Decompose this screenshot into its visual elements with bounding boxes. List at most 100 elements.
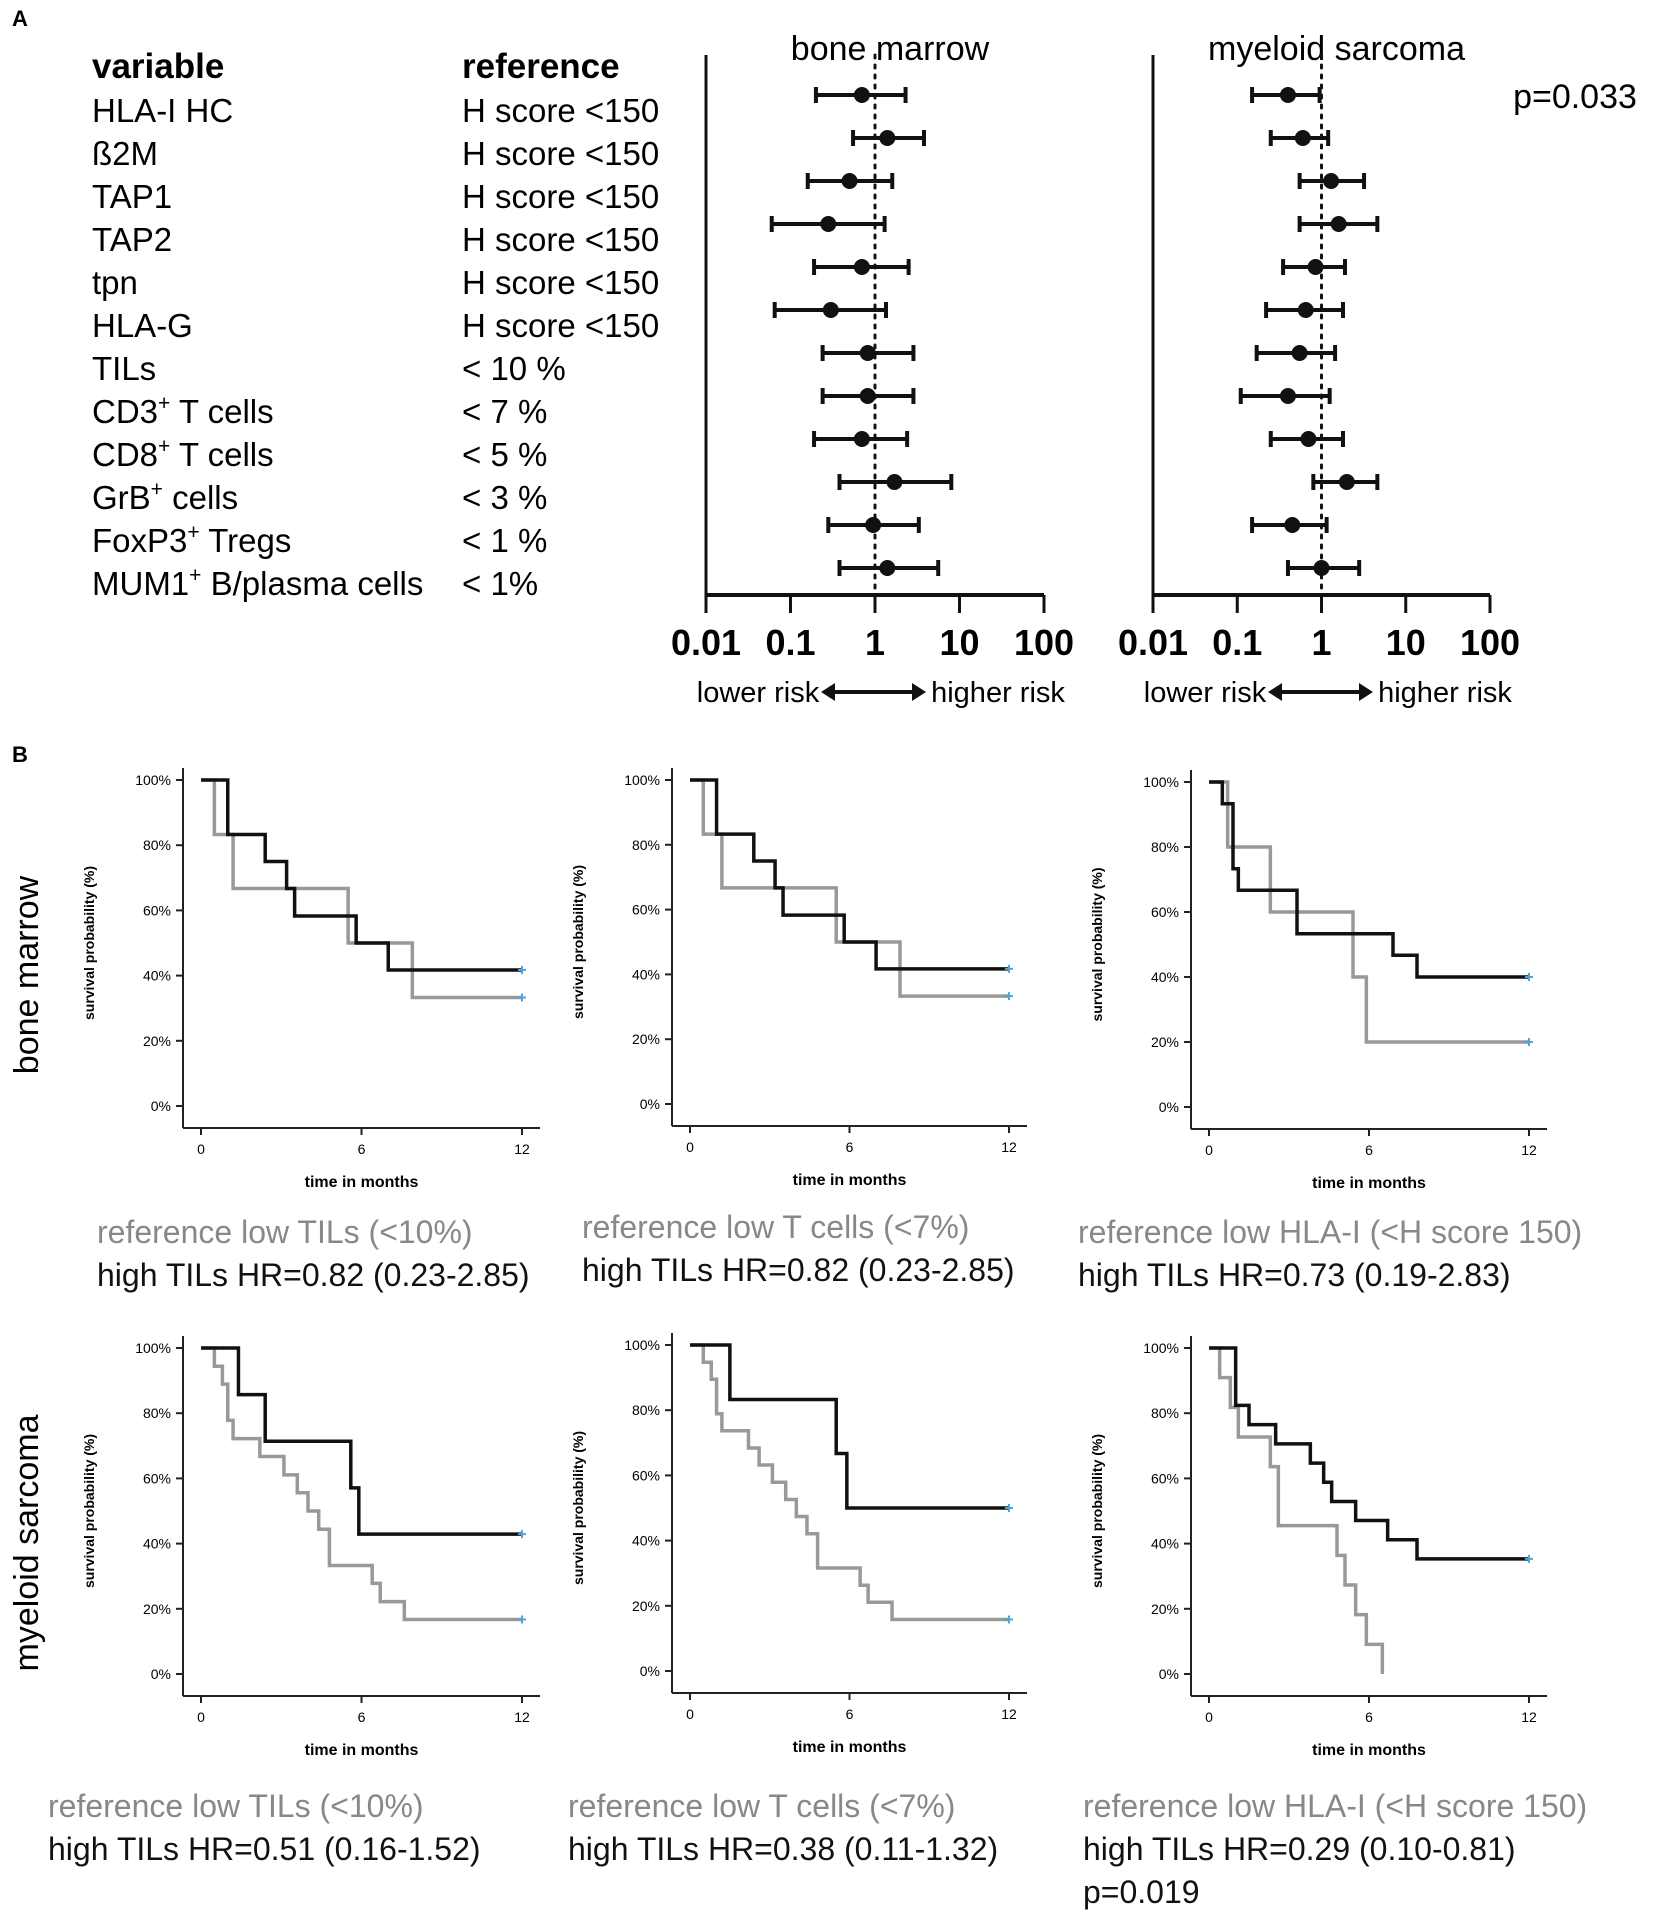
km-x-label: time in months [1312, 1742, 1426, 1759]
km-x-label: time in months [305, 1174, 419, 1191]
variable-name: GrB+ cells [92, 478, 238, 516]
km-curve-high [690, 778, 1009, 971]
km-reference-caption: reference low T cells (<7%) [568, 1788, 955, 1824]
forest-tick-label: 0.1 [765, 622, 815, 663]
km-y-tick-label: 80% [143, 1405, 171, 1421]
forest-hr-point [1323, 173, 1340, 189]
km-reference-caption: reference low HLA-I (<H score 150) [1083, 1788, 1587, 1824]
forest-hr-point [1338, 474, 1355, 490]
km-y-tick-label: 60% [1151, 1470, 1179, 1486]
forest-hr-point [822, 302, 839, 318]
km-y-tick-label: 40% [143, 1536, 171, 1552]
km-censor-mark [1525, 973, 1533, 981]
km-x-tick-label: 6 [1365, 1709, 1373, 1725]
forest-tick-label: 0.01 [1118, 622, 1188, 663]
variable-reference: H score <150 [462, 264, 659, 301]
km-y-tick-label: 80% [1151, 839, 1179, 855]
forest-plot-bone-marrow: bone marrow 0.01 0.1 1 10 100 lower risk higher… [671, 30, 1074, 709]
km-y-tick-label: 80% [632, 1402, 660, 1418]
forest-hr-point [1300, 431, 1317, 447]
km-x-tick-label: 0 [686, 1139, 694, 1155]
km-x-tick-label: 0 [1205, 1709, 1213, 1725]
variable-name: FoxP3+ Tregs [92, 521, 291, 559]
variable-reference: H score <150 [462, 221, 659, 258]
variable-reference: < 7 % [462, 393, 547, 430]
km-censor-mark [1005, 992, 1013, 1001]
forest-tick-label: 100 [1014, 622, 1074, 663]
variable-name-text: FoxP3 [92, 522, 187, 559]
variable-reference: < 1 % [462, 522, 547, 559]
km-plot-bm-hla: 0% 20% 40% 60% 80% 100% 0 6 12 time in months surv… [1078, 770, 1582, 1293]
km-censor-mark [518, 966, 526, 975]
km-x-tick-label: 12 [1001, 1139, 1017, 1155]
km-y-label: survival probability (%) [81, 866, 97, 1020]
row-label-myeloid-sarcoma: myeloid sarcoma [8, 1414, 46, 1671]
variable-name-text: ß2M [92, 135, 158, 172]
forest-hr-point [886, 474, 903, 490]
forest-hr-point [1307, 259, 1324, 275]
km-y-label: survival probability (%) [1089, 867, 1105, 1021]
km-y-tick-label: 40% [143, 968, 171, 984]
km-y-tick-label: 20% [632, 1598, 660, 1614]
variable-name-text: tpn [92, 264, 138, 301]
variable-name: CD8+ T cells [92, 435, 274, 473]
variable-name-sup: + [187, 521, 199, 544]
km-x-tick-label: 6 [358, 1709, 366, 1725]
km-censor-mark [518, 993, 526, 1002]
forest-higher-risk-label: higher risk [931, 677, 1065, 709]
km-curve-low [690, 1343, 1009, 1622]
km-y-tick-label: 80% [1151, 1405, 1179, 1421]
variable-reference: H score <150 [462, 178, 659, 215]
row-label-bone-marrow: bone marrow [8, 875, 46, 1074]
forest-lower-risk-label: lower risk [697, 677, 820, 709]
km-x-label: time in months [793, 1172, 907, 1189]
variable-name-sup: + [189, 564, 201, 587]
km-curve-low [690, 778, 1009, 998]
forest-hr-point [820, 216, 837, 232]
forest-tick-label: 10 [1386, 622, 1426, 663]
km-plot-ms-hla: 0% 20% 40% 60% 80% 100% 0 6 12 time in months surv… [1083, 1336, 1587, 1910]
km-plot-bm-tcells: 0% 20% 40% 60% 80% 100% 0 6 12 time in months surv… [570, 768, 1027, 1288]
km-y-tick-label: 0% [640, 1663, 660, 1679]
km-curve-low [201, 1346, 522, 1622]
km-y-tick-label: 60% [143, 902, 171, 918]
forest-hr-point [853, 87, 870, 103]
km-x-tick-label: 12 [1001, 1706, 1017, 1722]
km-y-tick-label: 0% [1159, 1099, 1179, 1115]
km-hr-caption: high TILs HR=0.82 (0.23-2.85) [582, 1252, 1015, 1288]
km-y-tick-label: 40% [632, 1533, 660, 1549]
forest-tick-label: 100 [1460, 622, 1520, 663]
variable-name-sup: + [151, 478, 163, 501]
forest-hr-point [1279, 388, 1296, 404]
km-plot-ms-tils: 0% 20% 40% 60% 80% 100% 0 6 12 time in months surv… [48, 1336, 540, 1867]
variable-reference: H score <150 [462, 307, 659, 344]
variable-name-text: HLA-G [92, 307, 193, 344]
km-reference-caption: reference low T cells (<7%) [582, 1209, 969, 1245]
forest-hr-point [1279, 87, 1296, 103]
panel-a-label: A [12, 6, 28, 31]
km-y-tick-label: 40% [1151, 1536, 1179, 1552]
forest-p-value: p=0.033 [1513, 78, 1637, 116]
km-x-tick-label: 12 [1521, 1709, 1537, 1725]
forest-tick-label: 0.1 [1212, 622, 1262, 663]
km-y-tick-label: 100% [624, 1337, 660, 1353]
km-y-tick-label: 60% [1151, 904, 1179, 920]
variable-reference: < 5 % [462, 436, 547, 473]
km-y-tick-label: 0% [640, 1096, 660, 1112]
variable-name-text: GrB [92, 479, 151, 516]
km-y-tick-label: 100% [1143, 1340, 1179, 1356]
km-p-caption: p=0.019 [1083, 1874, 1200, 1910]
forest-hr-point [865, 517, 882, 533]
km-y-tick-label: 0% [1159, 1666, 1179, 1682]
variable-header: variable [92, 47, 224, 86]
km-y-tick-label: 80% [143, 837, 171, 853]
km-y-tick-label: 0% [151, 1098, 171, 1114]
km-curve-low [1209, 1346, 1385, 1674]
variable-name-sup: + [158, 392, 170, 415]
km-curve-high [1209, 780, 1529, 979]
variable-reference: < 3 % [462, 479, 547, 516]
km-y-tick-label: 20% [1151, 1034, 1179, 1050]
km-censor-mark [1005, 964, 1013, 973]
forest-higher-risk-label: higher risk [1378, 677, 1512, 709]
